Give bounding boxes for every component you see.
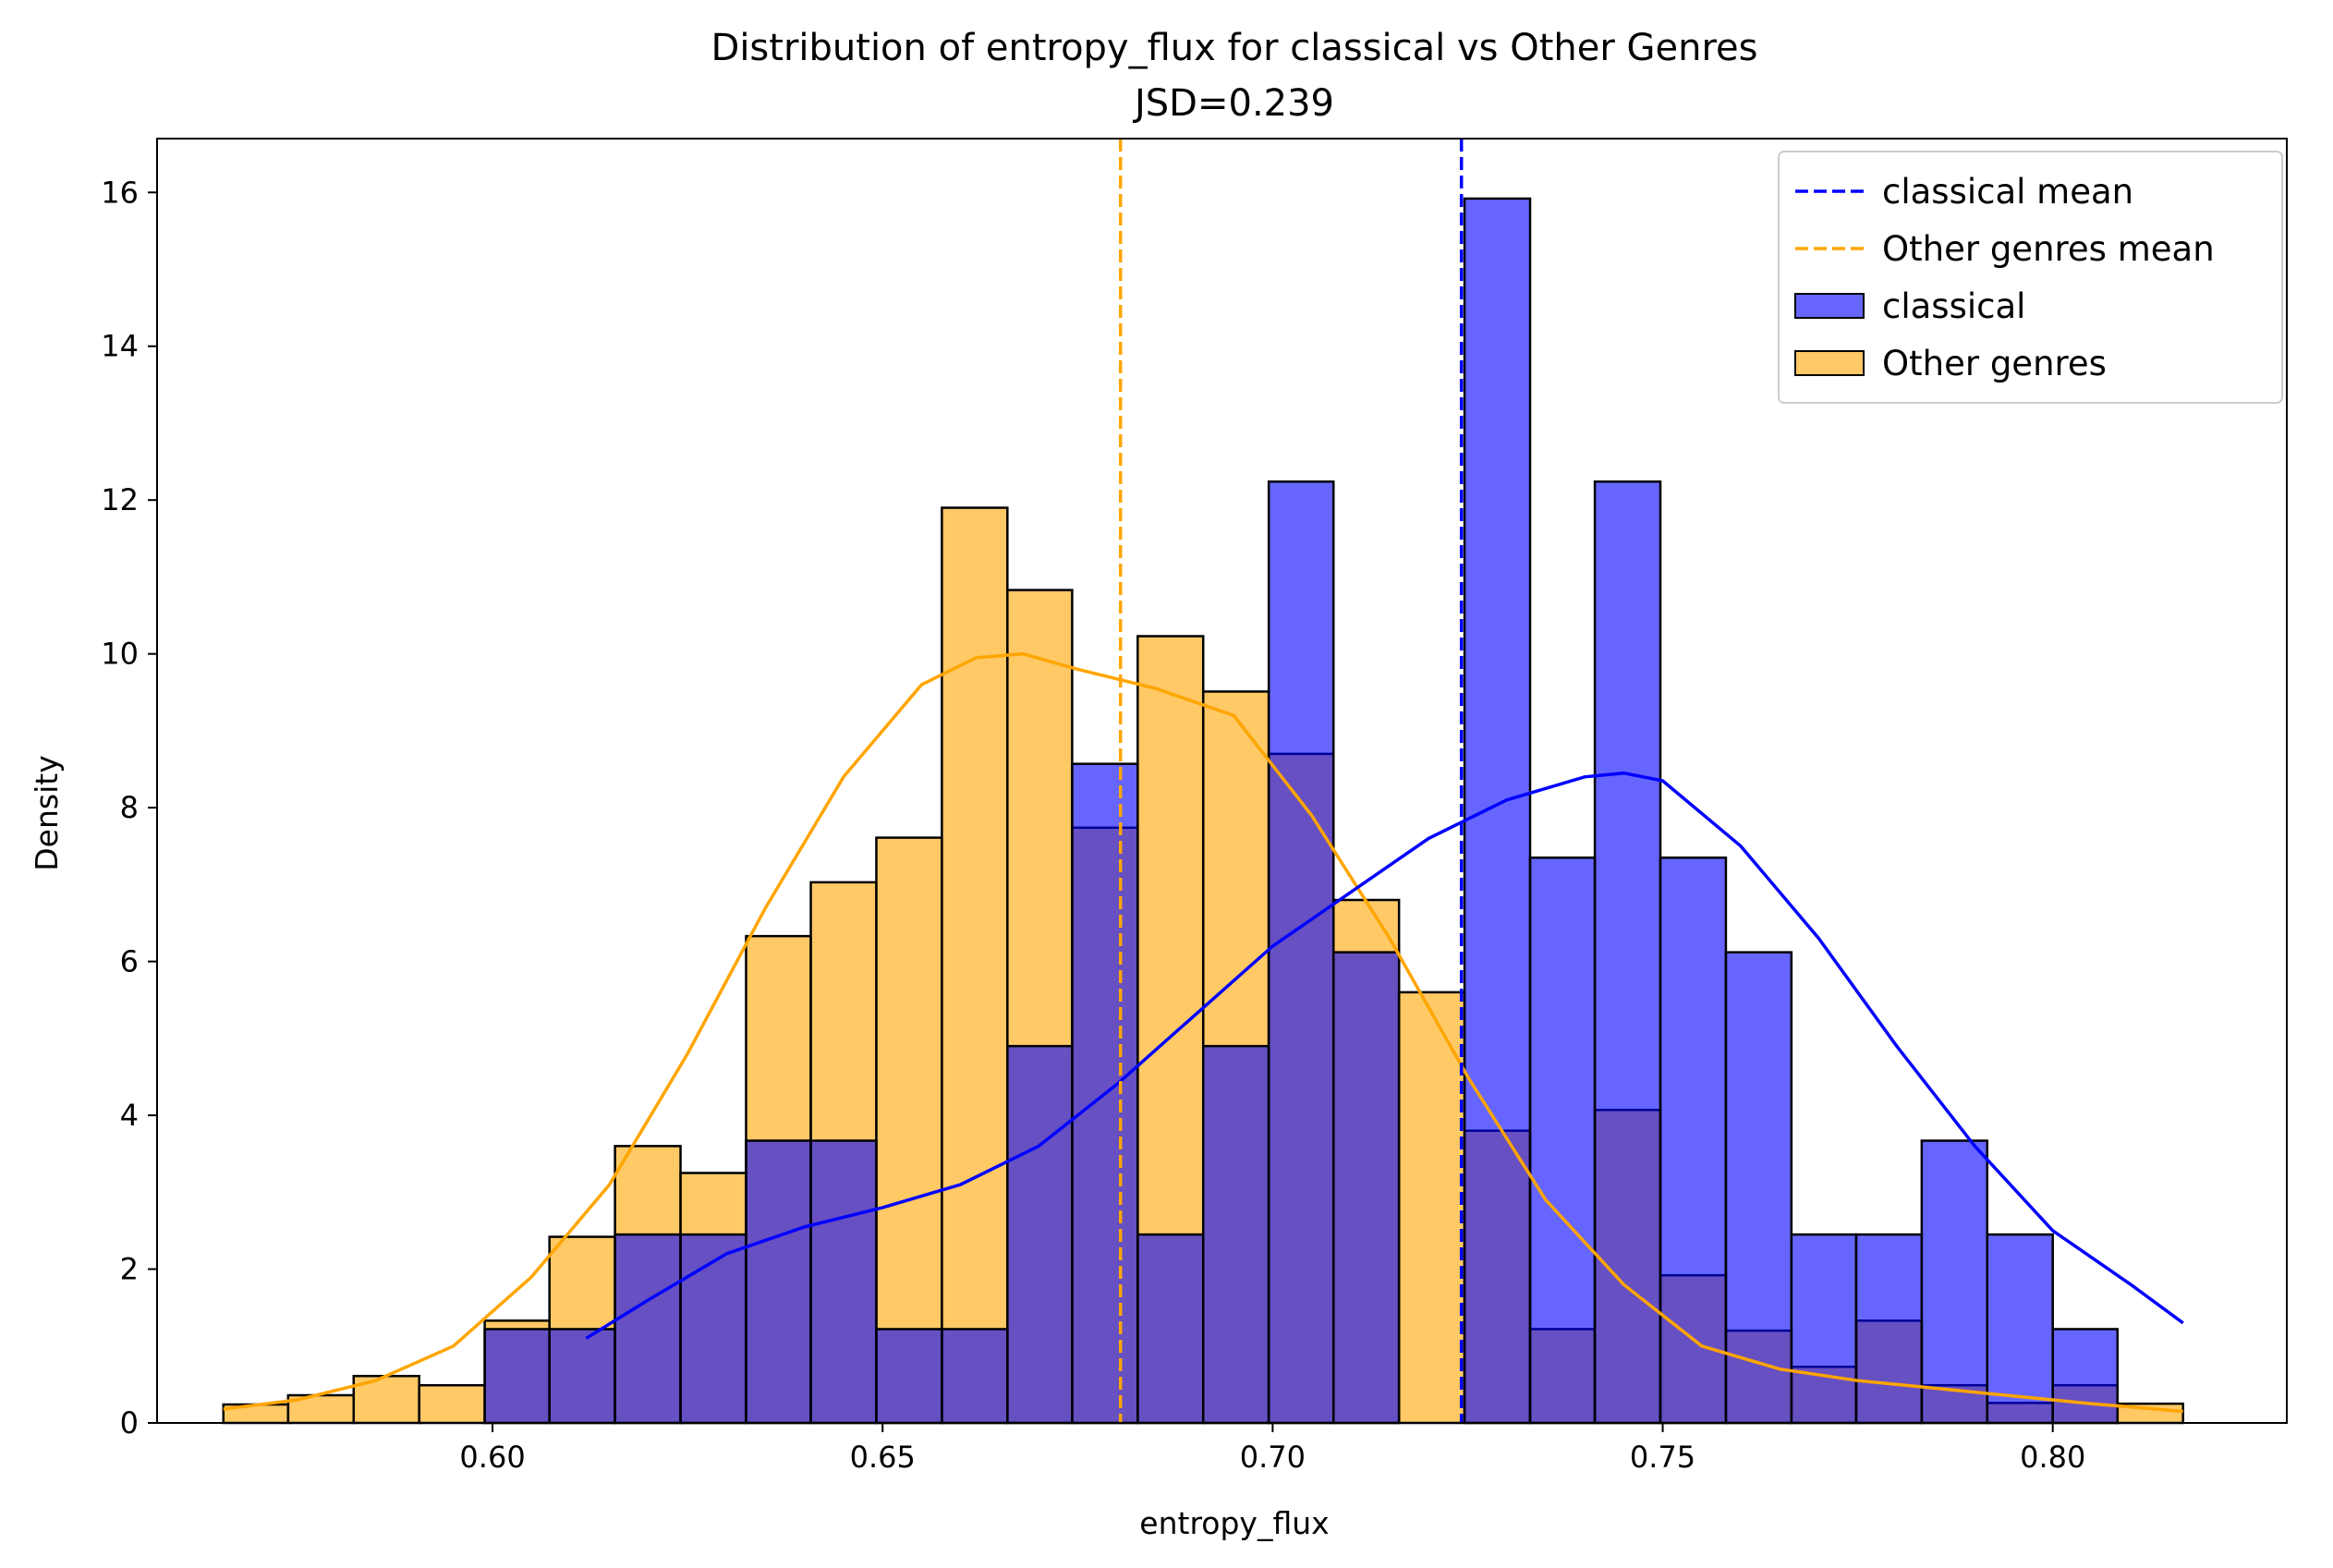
y-tick-label: 10 (101, 637, 139, 672)
classical-bars (483, 197, 2120, 1425)
x-tick-label: 0.75 (1630, 1440, 1695, 1475)
legend-label: classical mean (1882, 172, 2133, 212)
classical-bar (1331, 951, 1401, 1425)
classical-bar (1463, 197, 1532, 1425)
x-tick-label: 0.70 (1240, 1440, 1306, 1475)
classical-bar (614, 1233, 682, 1425)
classical-bar (1006, 1044, 1074, 1425)
classical-bar (548, 1328, 616, 1425)
other-genres-bar (941, 506, 1009, 1425)
other-genres-bar (875, 836, 943, 1425)
classical-bar (1593, 480, 1662, 1425)
classical-kde-line (585, 771, 2184, 1340)
plot-frame (156, 138, 2288, 1424)
y-tick-label: 8 (120, 790, 139, 825)
y-tick-label: 16 (101, 175, 139, 210)
y-tick-label: 0 (120, 1405, 139, 1440)
x-axis-label: entropy_flux (1139, 1505, 1329, 1541)
y-tick-label: 14 (101, 329, 139, 364)
classical-bar (1201, 1044, 1270, 1425)
classical-bar (1724, 951, 1793, 1425)
axes: 0.60 0.65 0.70 0.75 0.80 0 2 4 6 8 10 12 14 16 (101, 138, 2288, 1475)
classical-bar (1854, 1233, 1924, 1425)
chart-title: Distribution of entropy_flux for classic… (711, 27, 1758, 69)
x-tick-label: 0.80 (2020, 1440, 2085, 1475)
classical-bar (1136, 1233, 1205, 1425)
classical-bar (1790, 1233, 1858, 1425)
kde-curves (223, 651, 2184, 1414)
classical-bar (1659, 856, 1728, 1425)
legend-label: Other genres mean (1882, 229, 2215, 269)
y-tick-label: 12 (101, 482, 139, 517)
other-genres-bar (1397, 991, 1466, 1425)
y-axis-label: Density (29, 755, 65, 870)
y-tick-label: 4 (120, 1098, 139, 1133)
classical-bar (745, 1139, 812, 1425)
x-tick-label: 0.65 (850, 1440, 916, 1475)
classical-bar (483, 1328, 551, 1425)
chart-subtitle: JSD=0.239 (1132, 82, 1334, 125)
classical-bar (809, 1139, 878, 1425)
mean-lines (1118, 139, 1464, 1423)
x-tick-label: 0.60 (459, 1440, 525, 1475)
classical-bar (1267, 480, 1335, 1425)
legend-swatch-patch (1794, 350, 1865, 376)
classical-bar (875, 1328, 943, 1425)
classical-bar (2051, 1328, 2120, 1425)
legend-label: classical (1882, 286, 2025, 326)
classical-bar (941, 1328, 1009, 1425)
other-genres-bar (418, 1383, 486, 1425)
legend-swatch-patch (1794, 293, 1865, 319)
classical-bar (1920, 1139, 1989, 1425)
legend: classical mean Other genres mean classical… (1778, 151, 2283, 404)
legend-box (1778, 151, 2283, 404)
other-genres-kde-line (223, 651, 2183, 1414)
legend-label: Other genres (1882, 344, 2107, 383)
classical-bar (1528, 856, 1597, 1425)
y-tick-label: 2 (120, 1252, 139, 1287)
y-tick-label: 6 (120, 944, 139, 979)
